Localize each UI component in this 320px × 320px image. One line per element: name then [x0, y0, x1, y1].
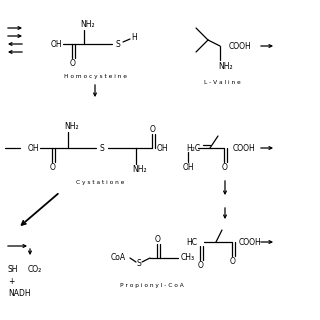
Text: C y s t a t i o n e: C y s t a t i o n e — [76, 180, 124, 185]
Text: OH: OH — [28, 143, 40, 153]
Text: H o m o c y s t e i n e: H o m o c y s t e i n e — [63, 74, 126, 78]
Text: SH: SH — [8, 266, 19, 275]
Text: O: O — [230, 257, 236, 266]
Text: OH: OH — [156, 143, 168, 153]
Text: NH₂: NH₂ — [219, 61, 233, 70]
Text: O: O — [50, 163, 56, 172]
Text: O: O — [150, 124, 156, 133]
Text: OH: OH — [182, 163, 194, 172]
Text: S: S — [100, 143, 104, 153]
Text: P r o p i o n y l - C o A: P r o p i o n y l - C o A — [120, 284, 184, 289]
Text: O: O — [70, 59, 76, 68]
Text: NH₂: NH₂ — [133, 164, 147, 173]
Text: O: O — [198, 260, 204, 269]
Text: +: + — [8, 277, 14, 286]
Text: COOH: COOH — [239, 237, 261, 246]
Text: NADH: NADH — [8, 290, 31, 299]
Text: S: S — [116, 39, 120, 49]
Text: CH₃: CH₃ — [181, 253, 195, 262]
Text: NH₂: NH₂ — [81, 20, 95, 28]
Text: OH: OH — [50, 39, 62, 49]
Text: CoA: CoA — [110, 253, 125, 262]
Text: H₂C: H₂C — [186, 143, 200, 153]
Text: O: O — [155, 235, 161, 244]
Text: CO₂: CO₂ — [28, 266, 42, 275]
Text: COOH: COOH — [233, 143, 255, 153]
Text: L - V a l i n e: L - V a l i n e — [204, 79, 240, 84]
Text: NH₂: NH₂ — [65, 122, 79, 131]
Text: COOH: COOH — [228, 42, 252, 51]
Text: H: H — [131, 33, 137, 42]
Text: O: O — [222, 163, 228, 172]
Text: S: S — [137, 260, 141, 268]
Text: HC: HC — [187, 237, 197, 246]
